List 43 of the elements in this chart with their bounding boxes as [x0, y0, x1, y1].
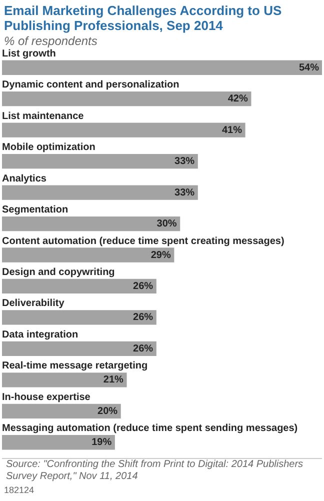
data-label: 29% [150, 250, 171, 261]
data-label: 26% [133, 280, 154, 292]
data-label: 41% [222, 124, 242, 136]
y-tick-label: List maintenance [2, 110, 84, 122]
source-note: Source: "Confronting the Shift from Print to Digital: 2014 Publishers Survey Report," Nov 11, 2014 [2, 458, 322, 483]
data-label: 54% [298, 62, 320, 74]
bar [2, 185, 198, 200]
data-label: 21% [103, 374, 124, 386]
y-tick-label: Design and copywriting [2, 266, 115, 278]
data-label: 33% [174, 187, 195, 198]
data-label: 42% [228, 94, 248, 105]
data-label: 33% [174, 156, 195, 168]
chart-subtitle: % of respondents [3, 33, 98, 48]
text: 182124 [3, 484, 36, 497]
y-tick-label: Segmentation [2, 204, 68, 216]
data-label: 26% [133, 312, 154, 324]
y-tick-label: Mobile optimization [2, 142, 96, 154]
bar [2, 341, 156, 356]
bar [2, 404, 121, 418]
y-tick-label: Data integration [2, 329, 78, 340]
y-tick-label: Analytics [2, 173, 47, 184]
bar [2, 278, 156, 294]
bar [2, 435, 115, 450]
bar [2, 372, 127, 388]
bar [2, 216, 180, 232]
data-label: 19% [92, 437, 112, 448]
data-label: 20% [98, 406, 118, 417]
y-tick-label: Real-time message retargeting [2, 360, 148, 372]
y-tick-label: Deliverability [2, 298, 65, 310]
data-label: 30% [156, 218, 177, 230]
bar [2, 154, 198, 169]
y-tick-label: Content automation (reduce time spent creating messages) [2, 236, 284, 247]
data-label: 26% [133, 343, 154, 354]
y-tick-label: Messaging automation (reduce time spent sending messages) [2, 423, 298, 434]
y-tick-label: List growth [2, 48, 56, 60]
bar [2, 248, 174, 262]
bar [2, 92, 252, 106]
y-tick-label: Dynamic content and personalization [2, 80, 180, 91]
y-tick-label: In-house expertise [2, 392, 91, 403]
bar [2, 122, 246, 138]
bar [2, 310, 156, 325]
chart-title: Email Marketing Challenges According to US Publishing Professionals, Sep 2014 [3, 2, 283, 33]
bar [2, 60, 322, 75]
